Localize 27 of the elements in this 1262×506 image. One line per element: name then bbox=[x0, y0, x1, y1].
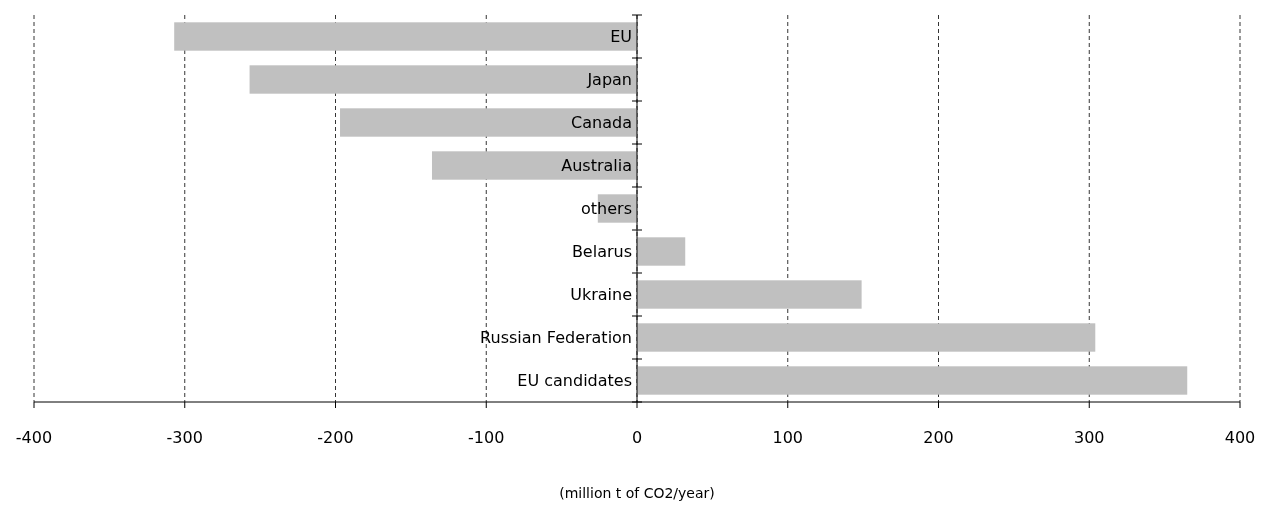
x-axis-title: (million t of CO2/year) bbox=[559, 485, 715, 501]
x-tick-label: 300 bbox=[1073, 428, 1105, 447]
bar bbox=[249, 65, 637, 94]
bar bbox=[174, 22, 637, 51]
x-tick-label: 100 bbox=[772, 428, 804, 447]
y-tick-label: Australia bbox=[561, 156, 632, 176]
bar bbox=[637, 366, 1188, 395]
x-tick-label: 0 bbox=[631, 428, 643, 447]
x-tick-label: -100 bbox=[468, 428, 505, 447]
bar bbox=[637, 280, 862, 309]
y-tick-label: Canada bbox=[571, 113, 632, 133]
bar bbox=[431, 151, 637, 180]
y-tick-label: EU candidates bbox=[517, 371, 632, 391]
x-tick-label: 200 bbox=[923, 428, 954, 447]
y-tick-label: Belarus bbox=[571, 242, 632, 262]
y-tick-label: Ukraine bbox=[570, 285, 632, 305]
y-tick-label: Japan bbox=[586, 70, 632, 90]
bar bbox=[340, 108, 637, 137]
x-tick-label: -400 bbox=[15, 428, 53, 447]
y-tick-label: others bbox=[581, 199, 632, 219]
x-tick-label: -200 bbox=[317, 428, 354, 447]
x-tick-label: -300 bbox=[166, 428, 203, 447]
bar bbox=[637, 323, 1096, 352]
bar bbox=[637, 237, 686, 266]
x-tick-label: 400 bbox=[1224, 428, 1256, 447]
y-tick-label: EU bbox=[610, 27, 632, 47]
y-tick-label: Russian Federation bbox=[480, 328, 632, 348]
